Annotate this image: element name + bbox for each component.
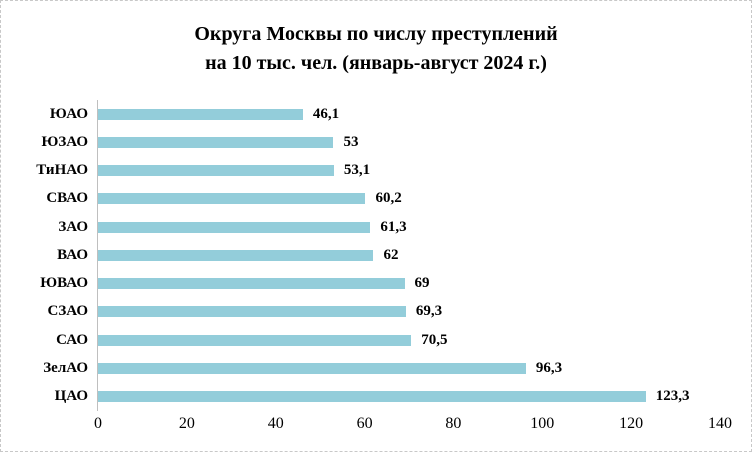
x-tick-label: 0 [94, 415, 102, 432]
bar-row: ЗАО 61,3 [58, 213, 720, 241]
category-label: ТиНАО [36, 162, 88, 179]
x-tick-label: 60 [356, 415, 373, 432]
bar [98, 334, 412, 346]
bar [98, 108, 303, 120]
bar-row: ЮАО 46,1 [50, 100, 720, 128]
chart-title: Округа Москвы по числу преступлений на 1… [1, 20, 751, 78]
category-label: ЮВАО [40, 275, 88, 292]
value-label: 69,3 [415, 303, 443, 320]
category-label: ВАО [57, 246, 88, 263]
value-label: 53 [343, 133, 359, 150]
bar [98, 136, 334, 148]
chart-title-line-2: на 10 тыс. чел. (январь-август 2024 г.) [205, 52, 547, 74]
value-label: 46,1 [312, 105, 340, 122]
x-tick-label: 80 [445, 415, 462, 432]
x-tick-label: 40 [267, 415, 284, 432]
bar-row: ЮЗАО 53 [41, 128, 720, 156]
x-tick-label: 20 [178, 415, 195, 432]
value-label: 61,3 [380, 218, 407, 235]
bar [98, 165, 334, 177]
x-axis: 0 20 40 60 80 100 120 140 [94, 415, 732, 437]
bar [98, 278, 405, 290]
x-tick-label: 100 [530, 415, 555, 432]
bar [98, 193, 366, 205]
category-label: ЦАО [54, 388, 88, 405]
bar [98, 221, 371, 233]
bar [98, 391, 646, 403]
x-tick-label: 140 [708, 415, 732, 432]
bar-row: СЗАО 69,3 [47, 298, 720, 326]
category-label: ЮЗАО [41, 133, 88, 150]
bar-row: ЦАО 123,3 [55, 383, 720, 411]
value-label: 96,3 [535, 360, 563, 377]
value-label: 69 [414, 275, 430, 292]
value-label: 123,3 [655, 388, 690, 405]
category-label: СВАО [46, 190, 88, 207]
bar-row: ЮВАО 69 [40, 270, 720, 298]
x-tick-label: 120 [619, 415, 644, 432]
bar-row: ТиНАО 53,1 [36, 157, 720, 185]
category-label: ЗАО [58, 218, 88, 235]
bar-row: ВАО 62 [57, 241, 720, 269]
category-label: ЗелАО [43, 360, 88, 377]
category-label: САО [56, 331, 88, 348]
value-label: 53,1 [343, 162, 371, 179]
category-label: СЗАО [47, 303, 88, 320]
bar [98, 363, 526, 375]
value-label: 70,5 [421, 331, 448, 348]
bar-row: ЗелАО 96,3 [43, 354, 720, 382]
y-axis-line [97, 100, 98, 411]
category-label: ЮАО [49, 105, 88, 122]
value-label: 60,2 [375, 190, 402, 207]
chart-title-line-1: Округа Москвы по числу преступлений [194, 23, 558, 45]
bar [98, 249, 374, 261]
plot-area: ЮАО 46,1 ЮЗАО 53 ТиНАО 53,1 СВАО 60,2 ЗАО 61,3 ВАО… [36, 100, 720, 411]
value-label: 62 [383, 246, 399, 263]
bar [98, 306, 406, 318]
bar-row: СВАО 60,2 [46, 185, 720, 213]
bar-row: САО 70,5 [56, 326, 720, 354]
